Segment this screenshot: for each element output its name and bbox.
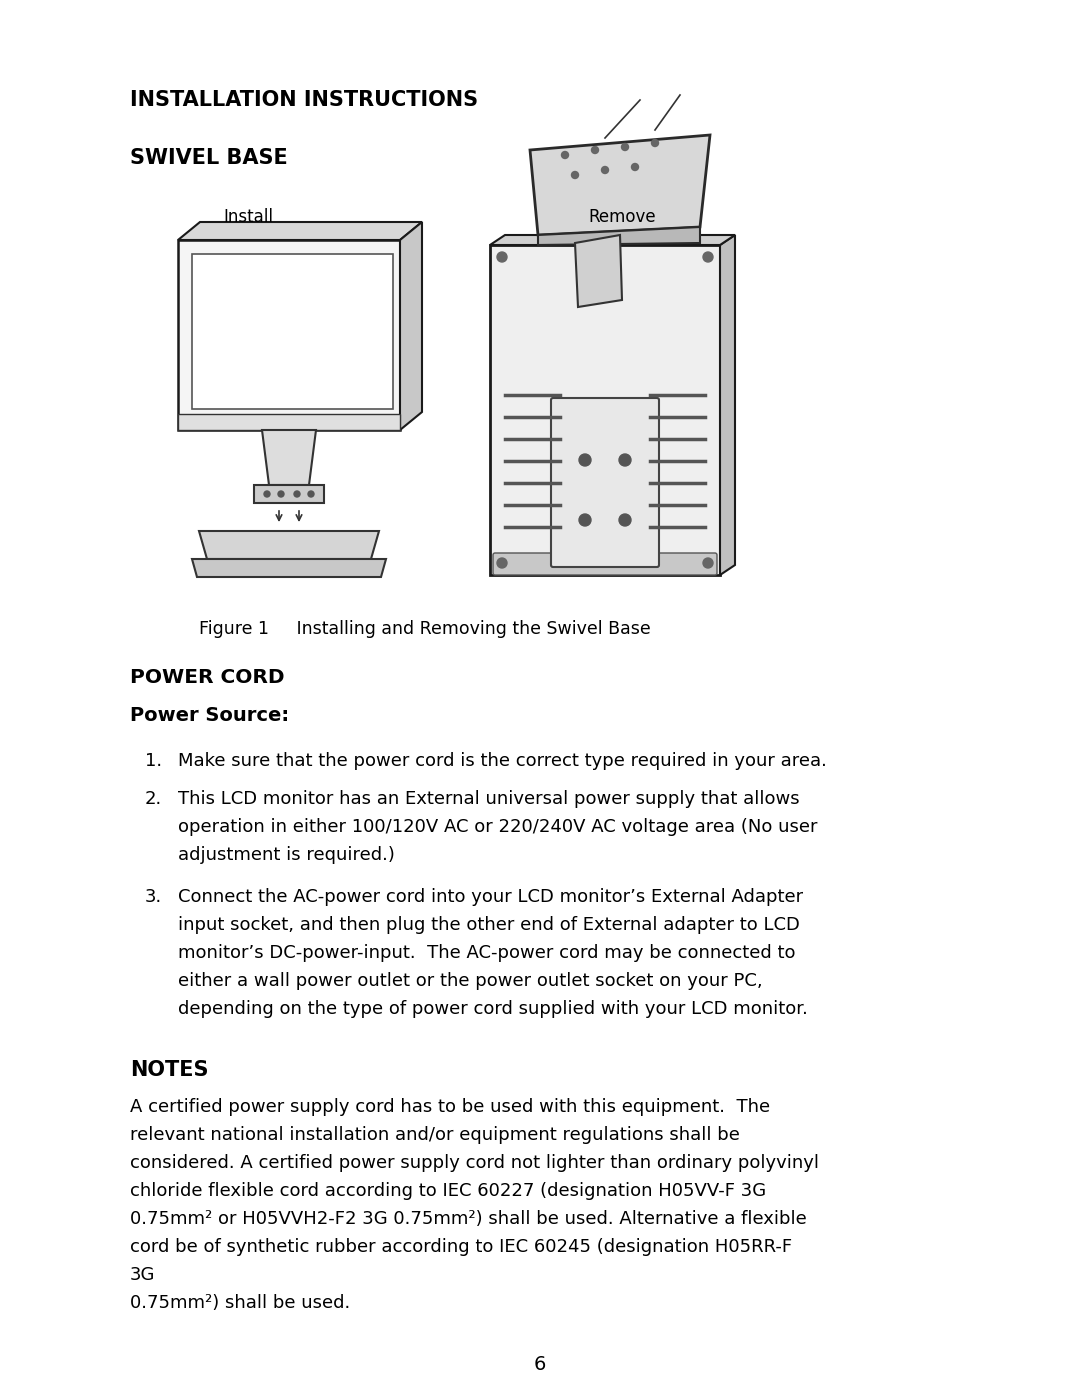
Circle shape [562,151,568,158]
Text: considered. A certified power supply cord not lighter than ordinary polyvinyl: considered. A certified power supply cor… [130,1154,819,1172]
Text: This LCD monitor has an External universal power supply that allows: This LCD monitor has an External univers… [178,789,799,807]
Text: either a wall power outlet or the power outlet socket on your PC,: either a wall power outlet or the power … [178,972,762,990]
Circle shape [579,454,591,467]
Polygon shape [178,222,422,240]
Circle shape [264,490,270,497]
Text: Power Source:: Power Source: [130,705,289,725]
Circle shape [571,172,579,179]
Polygon shape [192,559,386,577]
Text: 3G: 3G [130,1266,156,1284]
Text: cord be of synthetic rubber according to IEC 60245 (designation H05RR-F: cord be of synthetic rubber according to… [130,1238,792,1256]
Text: relevant national installation and/or equipment regulations shall be: relevant national installation and/or eq… [130,1126,740,1144]
Text: A certified power supply cord has to be used with this equipment.  The: A certified power supply cord has to be … [130,1098,770,1116]
Circle shape [703,557,713,569]
Text: adjustment is required.): adjustment is required.) [178,847,395,863]
Polygon shape [178,240,400,430]
Circle shape [497,557,507,569]
Polygon shape [490,244,720,576]
Circle shape [621,144,629,151]
Text: Install: Install [222,208,273,226]
Text: 3.: 3. [145,888,162,907]
Text: operation in either 100/120V AC or 220/240V AC voltage area (No user: operation in either 100/120V AC or 220/2… [178,819,818,835]
Text: POWER CORD: POWER CORD [130,668,284,687]
Polygon shape [530,136,710,235]
Circle shape [619,514,631,527]
Circle shape [651,140,659,147]
Circle shape [278,490,284,497]
Polygon shape [490,235,735,244]
Text: Make sure that the power cord is the correct type required in your area.: Make sure that the power cord is the cor… [178,752,827,770]
Circle shape [308,490,314,497]
Polygon shape [192,254,393,409]
Text: 0.75mm²) shall be used.: 0.75mm²) shall be used. [130,1294,350,1312]
Text: SWIVEL BASE: SWIVEL BASE [130,148,287,168]
Text: 6: 6 [534,1355,546,1375]
Polygon shape [199,531,379,559]
Circle shape [703,251,713,263]
Circle shape [592,147,598,154]
Text: Figure 1     Installing and Removing the Swivel Base: Figure 1 Installing and Removing the Swi… [199,620,651,638]
Polygon shape [254,485,324,503]
Polygon shape [575,235,622,307]
Text: input socket, and then plug the other end of External adapter to LCD: input socket, and then plug the other en… [178,916,800,935]
Polygon shape [262,430,316,485]
Text: 2.: 2. [145,789,162,807]
Text: chloride flexible cord according to IEC 60227 (designation H05VV-F 3G: chloride flexible cord according to IEC … [130,1182,766,1200]
Circle shape [497,251,507,263]
Text: INSTALLATION INSTRUCTIONS: INSTALLATION INSTRUCTIONS [130,89,478,110]
Text: Connect the AC-power cord into your LCD monitor’s External Adapter: Connect the AC-power cord into your LCD … [178,888,804,907]
Circle shape [579,514,591,527]
FancyBboxPatch shape [551,398,659,567]
Polygon shape [400,222,422,430]
Circle shape [294,490,300,497]
Text: NOTES: NOTES [130,1060,208,1080]
Text: 0.75mm² or H05VVH2-F2 3G 0.75mm²) shall be used. Alternative a flexible: 0.75mm² or H05VVH2-F2 3G 0.75mm²) shall … [130,1210,807,1228]
Circle shape [619,454,631,467]
Circle shape [632,163,638,170]
Text: 1.: 1. [145,752,162,770]
Polygon shape [720,235,735,576]
Polygon shape [178,414,400,430]
Text: monitor’s DC-power-input.  The AC-power cord may be connected to: monitor’s DC-power-input. The AC-power c… [178,944,796,963]
Text: Remove: Remove [589,208,656,226]
Polygon shape [538,226,700,244]
FancyBboxPatch shape [492,553,717,576]
Circle shape [602,166,608,173]
Text: depending on the type of power cord supplied with your LCD monitor.: depending on the type of power cord supp… [178,1000,808,1018]
